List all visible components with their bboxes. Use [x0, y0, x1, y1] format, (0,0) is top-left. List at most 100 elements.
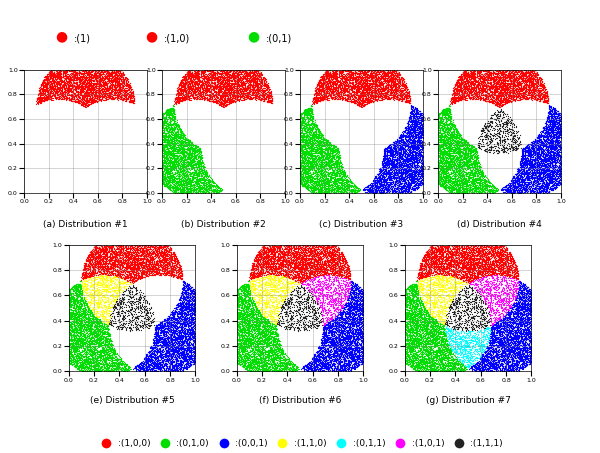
- Point: [492, 80, 502, 87]
- Point: [65, 340, 74, 347]
- Point: [506, 360, 515, 367]
- Point: [299, 115, 309, 122]
- Point: [307, 106, 317, 114]
- Point: [248, 339, 257, 346]
- Point: [391, 185, 401, 193]
- Point: [406, 328, 415, 335]
- Point: [505, 268, 514, 275]
- Point: [485, 263, 494, 270]
- Point: [469, 148, 478, 155]
- Point: [358, 294, 368, 301]
- Point: [448, 268, 457, 275]
- Point: [202, 169, 211, 176]
- Point: [209, 86, 219, 93]
- Point: [493, 96, 503, 104]
- Point: [89, 330, 99, 337]
- Point: [79, 324, 89, 331]
- Point: [338, 255, 348, 262]
- Point: [400, 294, 410, 301]
- Point: [174, 339, 184, 346]
- Point: [328, 329, 337, 337]
- Point: [343, 333, 352, 341]
- Point: [374, 88, 384, 95]
- Point: [494, 311, 504, 318]
- Point: [478, 176, 487, 183]
- Point: [438, 250, 448, 257]
- Point: [475, 85, 484, 92]
- Point: [322, 88, 331, 96]
- Point: [487, 337, 496, 344]
- Point: [484, 249, 494, 256]
- Point: [158, 335, 168, 342]
- Point: [137, 272, 146, 280]
- Point: [490, 187, 500, 194]
- Point: [112, 248, 121, 255]
- Point: [117, 268, 127, 275]
- Point: [325, 259, 334, 266]
- Point: [473, 249, 482, 256]
- Point: [523, 158, 533, 165]
- Point: [555, 120, 565, 127]
- Point: [95, 324, 104, 331]
- Point: [497, 364, 507, 371]
- Point: [409, 113, 419, 120]
- Point: [85, 361, 94, 368]
- Point: [105, 250, 115, 257]
- Point: [178, 186, 187, 193]
- Point: [493, 272, 502, 279]
- Point: [493, 348, 502, 356]
- Point: [236, 343, 246, 350]
- Point: [229, 93, 238, 101]
- Point: [450, 90, 460, 97]
- Point: [301, 179, 311, 187]
- Point: [281, 360, 291, 367]
- Point: [90, 251, 100, 259]
- Point: [263, 97, 273, 104]
- Point: [508, 84, 518, 92]
- Point: [414, 357, 424, 364]
- Point: [229, 95, 238, 102]
- Point: [349, 287, 359, 294]
- Point: [465, 284, 475, 291]
- Point: [441, 253, 451, 260]
- Point: [355, 84, 365, 91]
- Point: [493, 185, 502, 192]
- Point: [170, 348, 179, 356]
- Point: [281, 245, 290, 252]
- Point: [264, 341, 274, 348]
- Point: [217, 67, 226, 75]
- Point: [311, 159, 321, 166]
- Point: [305, 143, 315, 150]
- Point: [450, 259, 460, 266]
- Point: [488, 323, 497, 331]
- Point: [129, 265, 139, 273]
- Point: [394, 134, 404, 141]
- Point: [415, 139, 424, 146]
- Point: [470, 93, 480, 101]
- Point: [524, 150, 533, 157]
- Point: [67, 340, 76, 347]
- Point: [232, 295, 242, 302]
- Point: [157, 267, 166, 275]
- Point: [458, 79, 468, 87]
- Point: [411, 287, 421, 294]
- Point: [515, 312, 524, 319]
- Point: [94, 86, 104, 93]
- Point: [322, 254, 332, 261]
- Point: [182, 160, 192, 167]
- Point: [350, 78, 360, 85]
- Point: [68, 321, 78, 328]
- Point: [500, 251, 510, 258]
- Point: [505, 295, 514, 302]
- Point: [195, 77, 205, 85]
- Point: [417, 156, 427, 164]
- Point: [302, 266, 311, 274]
- Point: [485, 135, 495, 143]
- Point: [200, 94, 209, 101]
- Point: [455, 177, 464, 184]
- Point: [129, 95, 139, 102]
- Point: [500, 68, 509, 76]
- Point: [85, 82, 95, 89]
- Point: [67, 355, 76, 362]
- Point: [304, 173, 313, 181]
